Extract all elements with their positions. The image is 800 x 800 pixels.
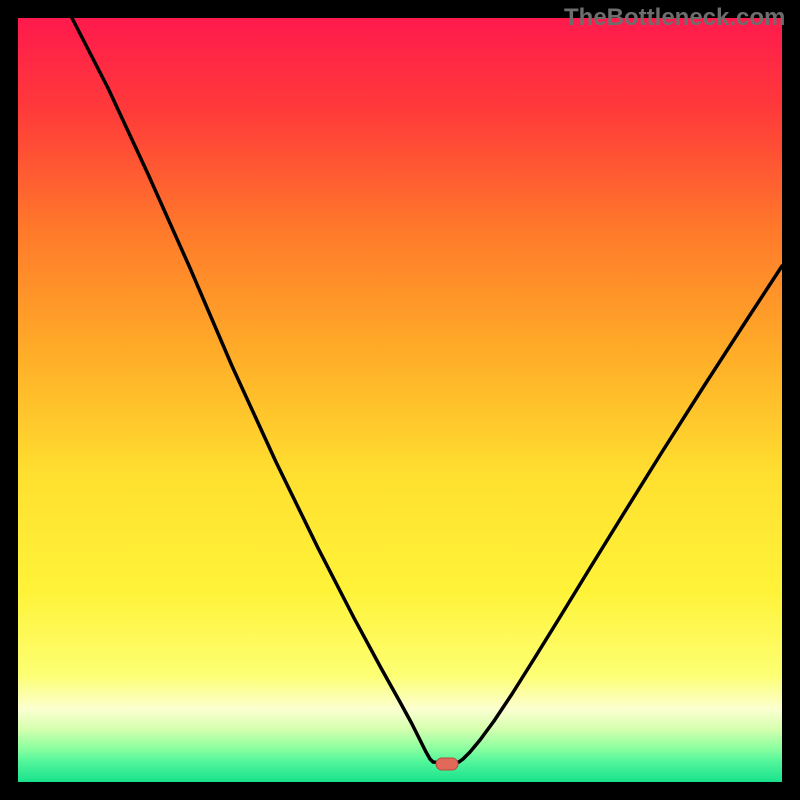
plot-background <box>18 18 782 782</box>
chart-svg <box>0 0 800 800</box>
watermark-text: TheBottleneck.com <box>564 4 785 32</box>
chart-canvas: TheBottleneck.com <box>0 0 800 800</box>
optimum-marker <box>436 758 458 770</box>
